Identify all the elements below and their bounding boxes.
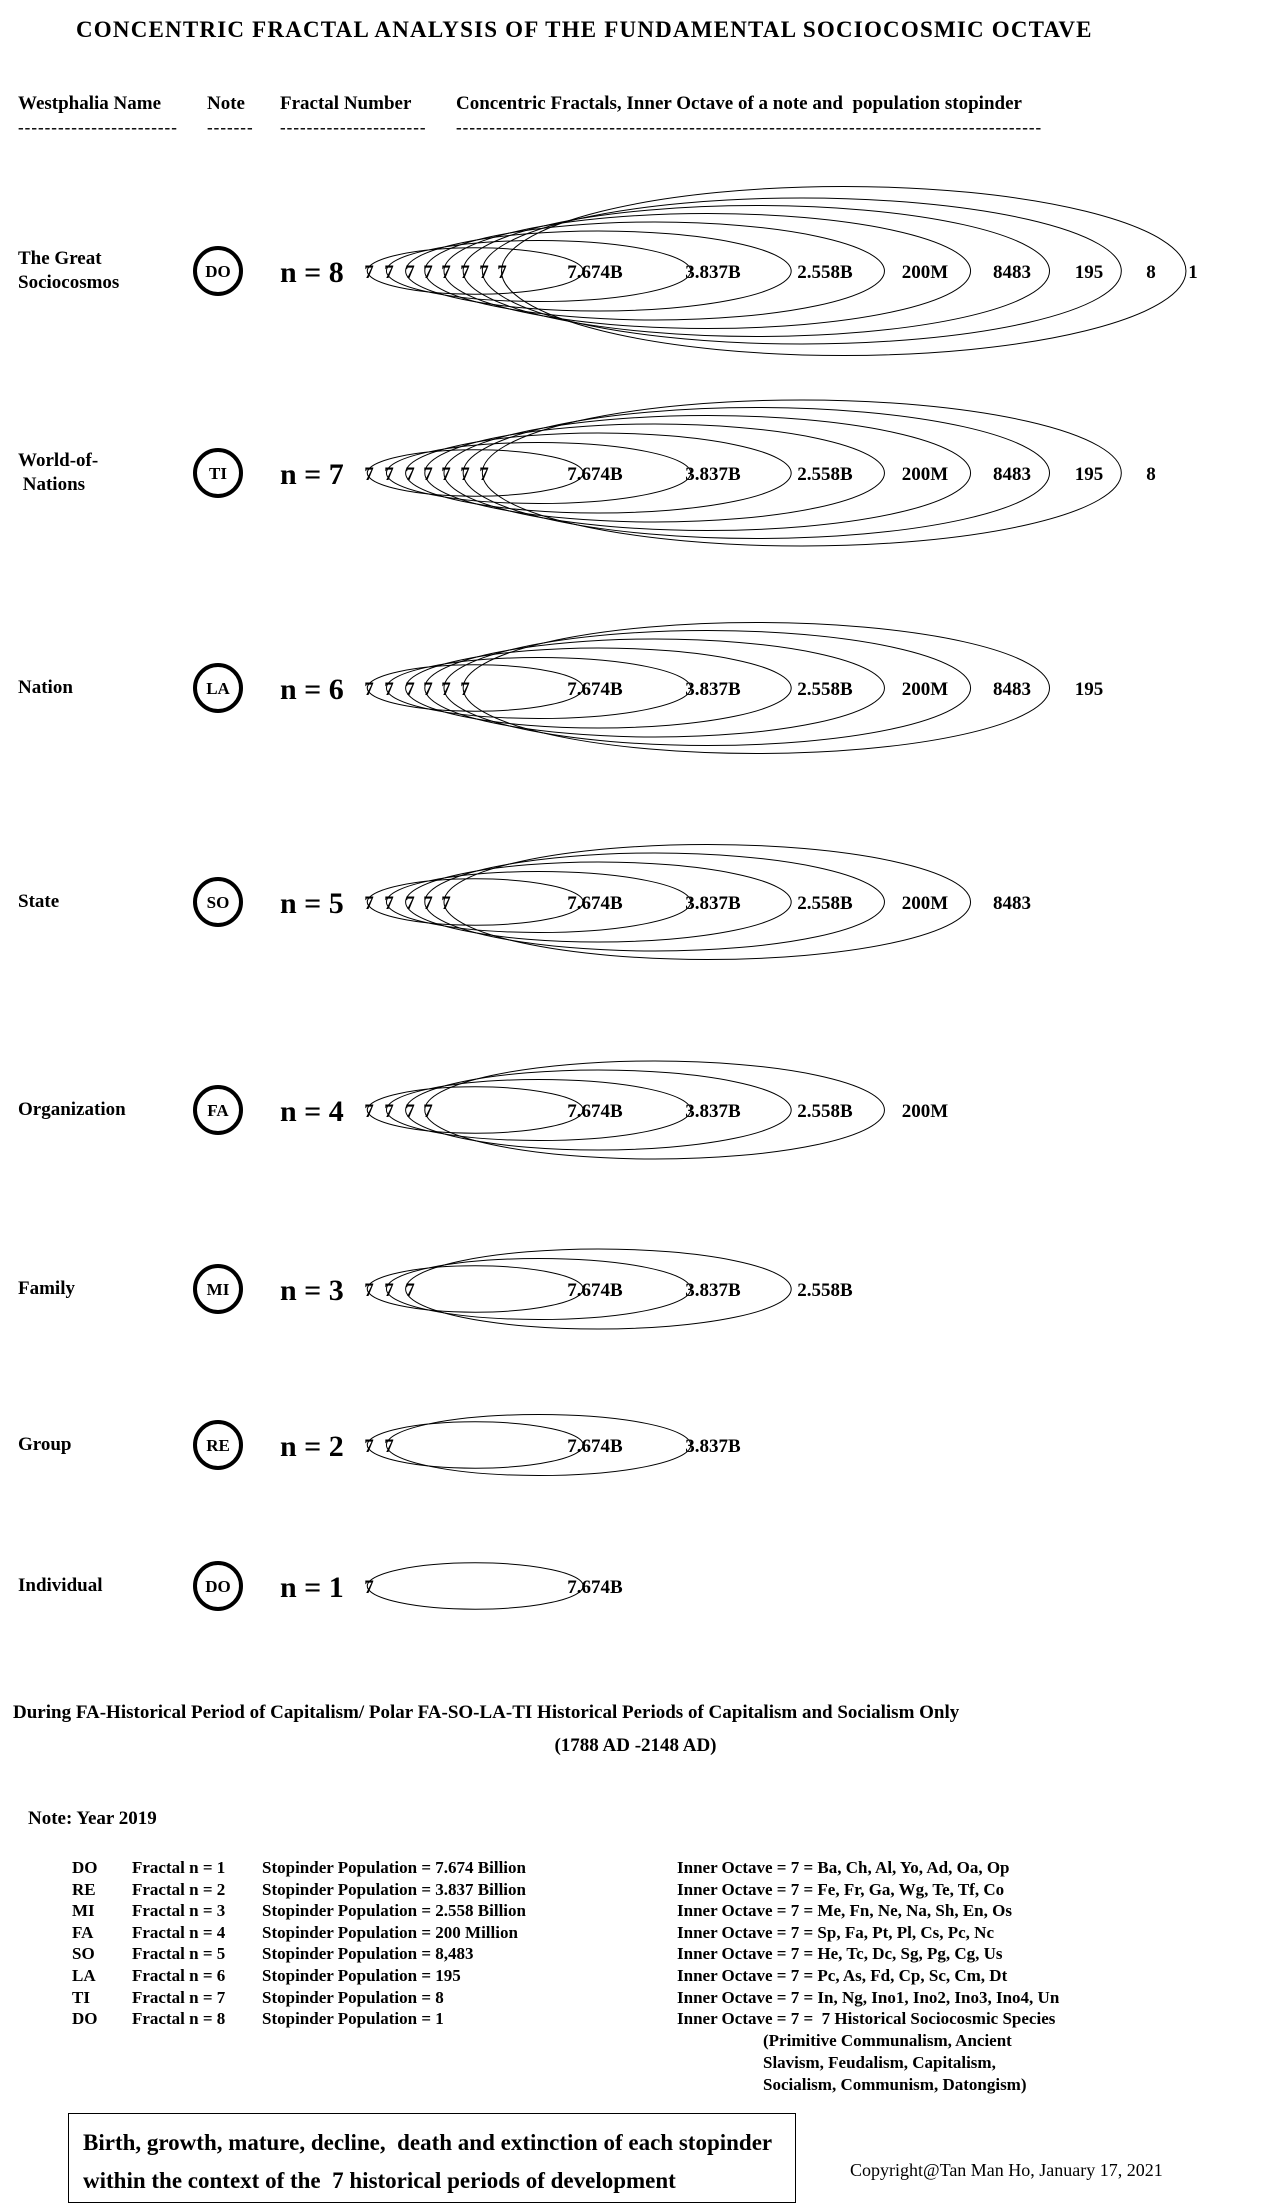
svg-text:7: 7 [423,464,433,485]
svg-text:2.558B: 2.558B [797,262,853,283]
svg-text:7: 7 [384,1101,394,1122]
svg-text:7: 7 [405,1101,415,1122]
svg-text:7: 7 [423,893,433,914]
svg-text:195: 195 [1075,464,1104,485]
svg-text:7: 7 [497,262,507,283]
svg-text:7: 7 [405,679,415,700]
svg-text:7: 7 [364,1436,374,1457]
svg-text:7: 7 [479,464,489,485]
svg-text:8: 8 [1146,464,1156,485]
svg-text:195: 195 [1075,679,1104,700]
svg-text:7: 7 [460,262,470,283]
svg-text:7.674B: 7.674B [567,893,623,914]
svg-text:195: 195 [1075,262,1104,283]
svg-text:7: 7 [423,679,433,700]
svg-text:7: 7 [405,262,415,283]
svg-text:8483: 8483 [993,679,1031,700]
svg-text:7: 7 [441,893,451,914]
svg-text:7: 7 [384,679,394,700]
svg-text:7.674B: 7.674B [567,1101,623,1122]
svg-text:7.674B: 7.674B [567,464,623,485]
svg-text:7.674B: 7.674B [567,1280,623,1301]
svg-text:3.837B: 3.837B [685,679,741,700]
svg-text:3.837B: 3.837B [685,262,741,283]
svg-text:8483: 8483 [993,262,1031,283]
svg-text:7: 7 [460,679,470,700]
svg-text:7: 7 [384,464,394,485]
svg-text:7: 7 [364,262,374,283]
svg-text:2.558B: 2.558B [797,679,853,700]
svg-text:7: 7 [364,679,374,700]
svg-text:2.558B: 2.558B [797,464,853,485]
svg-text:7: 7 [364,1280,374,1301]
svg-text:7.674B: 7.674B [567,679,623,700]
svg-text:7: 7 [364,1101,374,1122]
svg-text:200M: 200M [902,262,949,283]
svg-text:200M: 200M [902,1101,949,1122]
svg-text:8483: 8483 [993,464,1031,485]
svg-text:7: 7 [364,464,374,485]
svg-text:7: 7 [364,893,374,914]
svg-text:8: 8 [1146,262,1156,283]
svg-text:3.837B: 3.837B [685,893,741,914]
svg-text:200M: 200M [902,893,949,914]
svg-text:2.558B: 2.558B [797,1280,853,1301]
svg-text:3.837B: 3.837B [685,1101,741,1122]
svg-text:3.837B: 3.837B [685,464,741,485]
svg-text:7: 7 [479,262,489,283]
svg-text:7: 7 [364,1577,374,1598]
svg-text:7.674B: 7.674B [567,1436,623,1457]
svg-text:7: 7 [460,464,470,485]
svg-text:3.837B: 3.837B [685,1436,741,1457]
svg-text:7.674B: 7.674B [567,262,623,283]
svg-text:2.558B: 2.558B [797,1101,853,1122]
svg-text:7: 7 [384,262,394,283]
svg-text:7: 7 [384,1280,394,1301]
svg-text:7: 7 [441,262,451,283]
svg-text:1: 1 [1188,262,1198,283]
svg-text:7.674B: 7.674B [567,1577,623,1598]
svg-text:3.837B: 3.837B [685,1280,741,1301]
svg-text:200M: 200M [902,679,949,700]
svg-text:7: 7 [405,464,415,485]
svg-text:7: 7 [384,1436,394,1457]
svg-text:200M: 200M [902,464,949,485]
svg-text:7: 7 [441,464,451,485]
svg-text:7: 7 [423,1101,433,1122]
svg-text:7: 7 [423,262,433,283]
svg-text:7: 7 [405,893,415,914]
svg-text:8483: 8483 [993,893,1031,914]
svg-text:7: 7 [384,893,394,914]
svg-text:2.558B: 2.558B [797,893,853,914]
svg-text:7: 7 [441,679,451,700]
svg-text:7: 7 [405,1280,415,1301]
